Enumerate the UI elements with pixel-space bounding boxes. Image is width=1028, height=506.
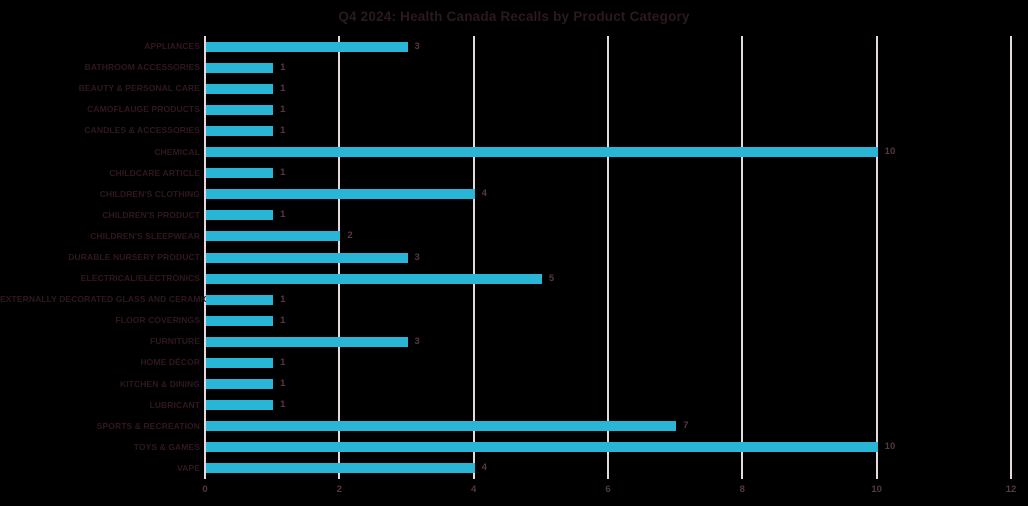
category-label: CAMOFLAUGE PRODUCTS <box>87 104 200 115</box>
value-label: 1 <box>280 293 286 305</box>
x-axis-tick-label: 12 <box>1005 484 1017 495</box>
category-label: BEAUTY & PERSONAL CARE <box>78 83 200 94</box>
value-label: 1 <box>280 124 286 136</box>
bar <box>206 379 274 390</box>
category-label: CHEMICAL <box>154 146 200 157</box>
bar <box>206 442 878 453</box>
bar <box>206 273 542 284</box>
gridline <box>741 36 744 479</box>
category-label: SPORTS & RECREATION <box>96 420 200 431</box>
gridline <box>607 36 609 479</box>
value-label: 3 <box>414 335 420 347</box>
category-label: DURABLE NURSERY PRODUCT <box>68 252 200 262</box>
bar <box>206 231 341 242</box>
value-label: 4 <box>481 188 487 200</box>
category-label: ELECTRICAL/ELECTRONICS <box>80 273 200 284</box>
value-label: 1 <box>280 314 286 326</box>
value-label: 1 <box>280 61 286 73</box>
bar <box>206 400 274 411</box>
bar <box>206 357 274 368</box>
x-axis-tick-label: 0 <box>202 484 208 495</box>
category-label: CHILDREN'S SLEEPWEAR <box>90 230 200 241</box>
value-label: 10 <box>884 441 896 453</box>
gridline <box>472 36 475 479</box>
bar <box>206 62 274 73</box>
bar <box>206 463 475 474</box>
category-label: CHILDREN'S CLOTHING <box>99 188 200 199</box>
x-axis-tick-label: 6 <box>605 484 611 495</box>
category-label: CHILDREN'S PRODUCT <box>102 209 200 220</box>
gridline <box>204 36 206 479</box>
bar <box>206 83 274 94</box>
bar <box>206 104 274 115</box>
value-label: 1 <box>280 82 286 94</box>
x-axis-tick-label: 2 <box>336 484 342 495</box>
value-label: 1 <box>280 103 286 115</box>
category-label: APPLIANCES <box>144 41 200 52</box>
x-axis-tick-label: 8 <box>739 484 745 495</box>
bar <box>206 147 878 158</box>
value-label: 1 <box>280 209 286 221</box>
chart-title: Q4 2024: Health Canada Recalls by Produc… <box>338 9 690 24</box>
category-label: FURNITURE <box>149 336 200 347</box>
value-label: 1 <box>280 399 286 411</box>
value-label: 3 <box>414 251 420 263</box>
bar <box>206 210 274 221</box>
category-label: LUBRICANT <box>149 399 200 410</box>
gridline <box>1010 36 1012 479</box>
bar <box>206 421 677 432</box>
category-label: CHILDCARE ARTICLE <box>109 167 200 178</box>
x-axis-tick-label: 4 <box>471 484 477 495</box>
value-label: 3 <box>414 40 420 52</box>
bar <box>206 252 408 263</box>
category-label: HOME DÉCOR <box>140 357 200 368</box>
value-label: 4 <box>481 462 487 474</box>
bar <box>206 41 408 52</box>
category-label: VAPE <box>177 462 200 473</box>
category-label: FLOOR COVERINGS <box>115 315 200 326</box>
bar <box>206 189 475 200</box>
value-label: 1 <box>280 167 286 179</box>
category-label: EXTERNALLY DECORATED GLASS AND CERAMICS <box>0 294 216 305</box>
value-label: 2 <box>347 230 353 242</box>
value-label: 10 <box>884 146 896 158</box>
value-label: 1 <box>280 378 286 390</box>
category-label: CANDLES & ACCESSORIES <box>84 125 200 136</box>
category-label: KITCHEN & DINING <box>120 378 200 389</box>
bar <box>206 125 274 136</box>
category-label: BATHROOM ACCESSORIES <box>84 62 200 73</box>
bar <box>206 315 274 326</box>
bar <box>206 168 274 179</box>
value-label: 1 <box>280 356 286 368</box>
bar <box>206 294 274 305</box>
value-label: 5 <box>548 272 555 284</box>
gridline <box>875 36 878 479</box>
bar <box>206 336 408 347</box>
category-label: TOYS & GAMES <box>133 441 200 452</box>
value-label: 7 <box>683 420 689 432</box>
x-axis-tick-label: 10 <box>871 484 882 495</box>
